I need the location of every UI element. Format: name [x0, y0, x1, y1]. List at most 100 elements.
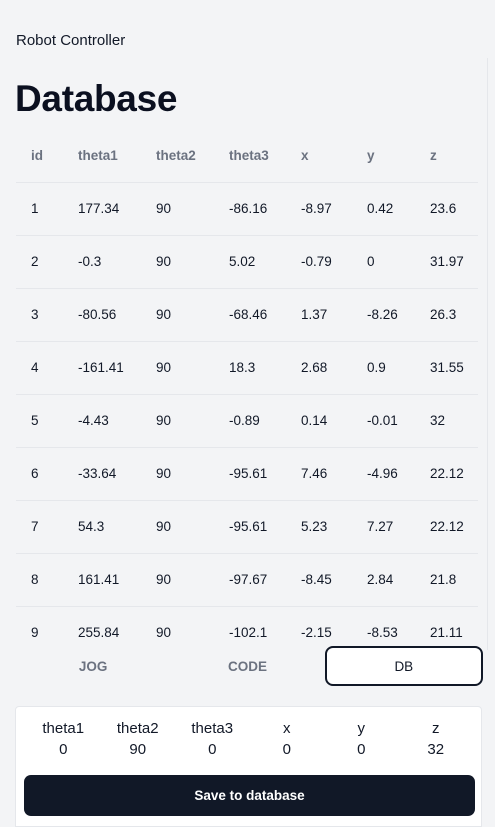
column-header-y: y — [367, 130, 430, 183]
cell-theta2: 90 — [156, 394, 229, 448]
cell-theta2: 90 — [156, 553, 229, 607]
cell-theta2: 90 — [156, 182, 229, 236]
cell-id: 1 — [16, 182, 78, 236]
cell-theta2: 90 — [156, 606, 229, 640]
cell-theta2: 90 — [156, 341, 229, 395]
readout-value: 0 — [59, 741, 68, 758]
cell-theta3: -86.16 — [229, 182, 301, 236]
cell-y: 0.9 — [367, 341, 430, 395]
cell-theta2: 90 — [156, 447, 229, 501]
cell-y: -8.26 — [367, 288, 430, 342]
cell-x: -8.45 — [301, 553, 367, 607]
scrollbar[interactable] — [487, 58, 493, 650]
cell-y: 7.27 — [367, 500, 430, 554]
cell-theta1: -0.3 — [78, 235, 156, 289]
current-position-panel: theta1 0 theta2 90 theta3 0 x 0 y 0 z 32 — [15, 706, 482, 827]
cell-theta1: -33.64 — [78, 447, 156, 501]
readout-label: theta3 — [191, 720, 234, 737]
table-row[interactable]: 8 161.41 90 -97.67 -8.45 2.84 21.8 — [16, 553, 478, 607]
readout-x: x 0 — [250, 719, 325, 761]
cell-theta1: -161.41 — [78, 341, 156, 395]
tab-jog[interactable]: JOG — [78, 658, 108, 674]
cell-y: -4.96 — [367, 447, 430, 501]
cell-theta1: 255.84 — [78, 606, 156, 640]
cell-theta2: 90 — [156, 500, 229, 554]
cell-x: 0.14 — [301, 394, 367, 448]
cell-theta1: 54.3 — [78, 500, 156, 554]
cell-x: -2.15 — [301, 606, 367, 640]
cell-theta3: 18.3 — [229, 341, 301, 395]
cell-x: 1.37 — [301, 288, 367, 342]
cell-theta2: 90 — [156, 288, 229, 342]
cell-id: 6 — [16, 447, 78, 501]
app-title: Robot Controller — [16, 32, 126, 49]
column-header-z: z — [430, 130, 478, 183]
save-to-database-button[interactable]: Save to database — [24, 775, 475, 816]
cell-id: 7 — [16, 500, 78, 554]
tab-db[interactable]: DB — [324, 646, 483, 686]
readout-z: z 32 — [399, 719, 474, 761]
cell-z: 23.6 — [430, 182, 478, 236]
cell-z: 21.11 — [430, 606, 478, 640]
table-row[interactable]: 2 -0.3 90 5.02 -0.79 0 31.97 — [16, 235, 478, 289]
table-row[interactable]: 6 -33.64 90 -95.61 7.46 -4.96 22.12 — [16, 447, 478, 501]
cell-y: 0.42 — [367, 182, 430, 236]
cell-theta2: 90 — [156, 235, 229, 289]
cell-id: 4 — [16, 341, 78, 395]
table-row[interactable]: 5 -4.43 90 -0.89 0.14 -0.01 32 — [16, 394, 478, 448]
cell-theta1: 161.41 — [78, 553, 156, 607]
cell-z: 21.8 — [430, 553, 478, 607]
cell-theta3: -0.89 — [229, 394, 301, 448]
cell-y: -8.53 — [367, 606, 430, 640]
readout-value: 32 — [427, 741, 445, 758]
cell-z: 22.12 — [430, 500, 478, 554]
cell-id: 2 — [16, 235, 78, 289]
table-row[interactable]: 1 177.34 90 -86.16 -8.97 0.42 23.6 — [16, 182, 478, 236]
column-header-x: x — [301, 130, 367, 183]
column-header-theta1: theta1 — [78, 130, 156, 183]
readout-label: y — [357, 720, 366, 737]
table-header-row: id theta1 theta2 theta3 x y z — [16, 130, 478, 183]
readout-value: 0 — [282, 741, 291, 758]
cell-x: -8.97 — [301, 182, 367, 236]
readout-value: 0 — [208, 741, 217, 758]
cell-id: 8 — [16, 553, 78, 607]
cell-z: 31.55 — [430, 341, 478, 395]
cell-theta3: -95.61 — [229, 500, 301, 554]
cell-x: 2.68 — [301, 341, 367, 395]
database-table: id theta1 theta2 theta3 x y z 1 177.34 9… — [16, 130, 478, 640]
cell-theta3: -68.46 — [229, 288, 301, 342]
readout-label: z — [432, 720, 440, 737]
readout-label: theta1 — [42, 720, 85, 737]
tab-code[interactable]: CODE — [227, 658, 267, 674]
table-row[interactable]: 9 255.84 90 -102.1 -2.15 -8.53 21.11 — [16, 606, 478, 640]
cell-id: 5 — [16, 394, 78, 448]
cell-z: 32 — [430, 394, 478, 448]
current-position-readout: theta1 0 theta2 90 theta3 0 x 0 y 0 z 32 — [26, 719, 473, 761]
cell-x: -0.79 — [301, 235, 367, 289]
cell-theta1: 177.34 — [78, 182, 156, 236]
readout-theta3: theta3 0 — [175, 719, 250, 761]
cell-theta3: 5.02 — [229, 235, 301, 289]
column-header-theta2: theta2 — [156, 130, 229, 183]
readout-y: y 0 — [324, 719, 399, 761]
cell-x: 7.46 — [301, 447, 367, 501]
cell-theta3: -102.1 — [229, 606, 301, 640]
readout-value: 0 — [357, 741, 366, 758]
column-header-theta3: theta3 — [229, 130, 301, 183]
cell-y: 2.84 — [367, 553, 430, 607]
readout-label: x — [283, 720, 291, 737]
cell-theta3: -95.61 — [229, 447, 301, 501]
database-table-container[interactable]: id theta1 theta2 theta3 x y z 1 177.34 9… — [16, 130, 478, 640]
table-row[interactable]: 3 -80.56 90 -68.46 1.37 -8.26 26.3 — [16, 288, 478, 342]
readout-value: 90 — [129, 741, 147, 758]
table-row[interactable]: 7 54.3 90 -95.61 5.23 7.27 22.12 — [16, 500, 478, 554]
cell-y: 0 — [367, 235, 430, 289]
cell-z: 22.12 — [430, 447, 478, 501]
column-header-id: id — [16, 130, 78, 183]
table-row[interactable]: 4 -161.41 90 18.3 2.68 0.9 31.55 — [16, 341, 478, 395]
cell-id: 9 — [16, 606, 78, 640]
readout-label: theta2 — [116, 720, 159, 737]
cell-theta1: -80.56 — [78, 288, 156, 342]
